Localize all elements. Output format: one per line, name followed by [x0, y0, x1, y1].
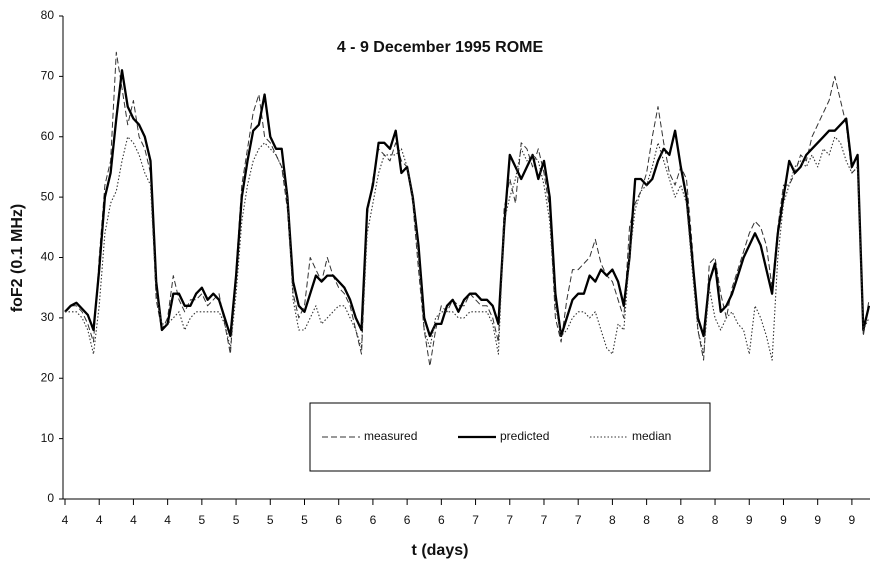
x-tick-label: 4	[96, 513, 103, 527]
x-tick-label: 4	[62, 513, 69, 527]
x-tick-label: 9	[849, 513, 856, 527]
legend-label: median	[632, 429, 671, 443]
x-tick-label: 9	[814, 513, 821, 527]
x-tick-label: 5	[199, 513, 206, 527]
x-tick-label: 5	[233, 513, 240, 527]
x-axis-title: t (days)	[412, 542, 469, 559]
x-tick-label: 6	[404, 513, 411, 527]
x-tick-label: 8	[609, 513, 616, 527]
y-tick-label: 0	[47, 491, 54, 505]
series-line	[64, 69, 870, 338]
x-tick-label: 6	[335, 513, 342, 527]
x-tick-label: 7	[472, 513, 479, 527]
x-tick-label: 8	[643, 513, 650, 527]
x-tick-label: 9	[780, 513, 787, 527]
x-tick-label: 5	[301, 513, 308, 527]
x-tick-label: 6	[438, 513, 445, 527]
x-tick-label: 8	[712, 513, 719, 527]
x-tick-label: 7	[506, 513, 513, 527]
y-tick-label: 80	[41, 8, 55, 22]
series-line	[65, 136, 870, 361]
y-tick-label: 60	[41, 129, 55, 143]
y-tick-label: 40	[41, 250, 55, 264]
series-line	[64, 51, 870, 367]
y-tick-label: 30	[41, 310, 55, 324]
x-tick-label: 5	[267, 513, 274, 527]
y-tick-label: 50	[41, 189, 55, 203]
x-tick-label: 7	[575, 513, 582, 527]
y-tick-label: 10	[41, 431, 55, 445]
x-tick-label: 8	[677, 513, 684, 527]
x-tick-label: 9	[746, 513, 753, 527]
legend-label: predicted	[500, 429, 549, 443]
x-tick-label: 7	[541, 513, 548, 527]
x-tick-label: 4	[164, 513, 171, 527]
x-tick-label: 6	[370, 513, 377, 527]
y-tick-label: 70	[41, 69, 55, 83]
y-axis-title: foF2 (0.1 MHz)	[9, 204, 26, 312]
x-tick-label: 4	[130, 513, 137, 527]
legend-box	[309, 402, 711, 472]
legend-label: measured	[364, 429, 417, 443]
y-tick-label: 20	[41, 370, 55, 384]
chart-title: 4 - 9 December 1995 ROME	[337, 39, 544, 56]
